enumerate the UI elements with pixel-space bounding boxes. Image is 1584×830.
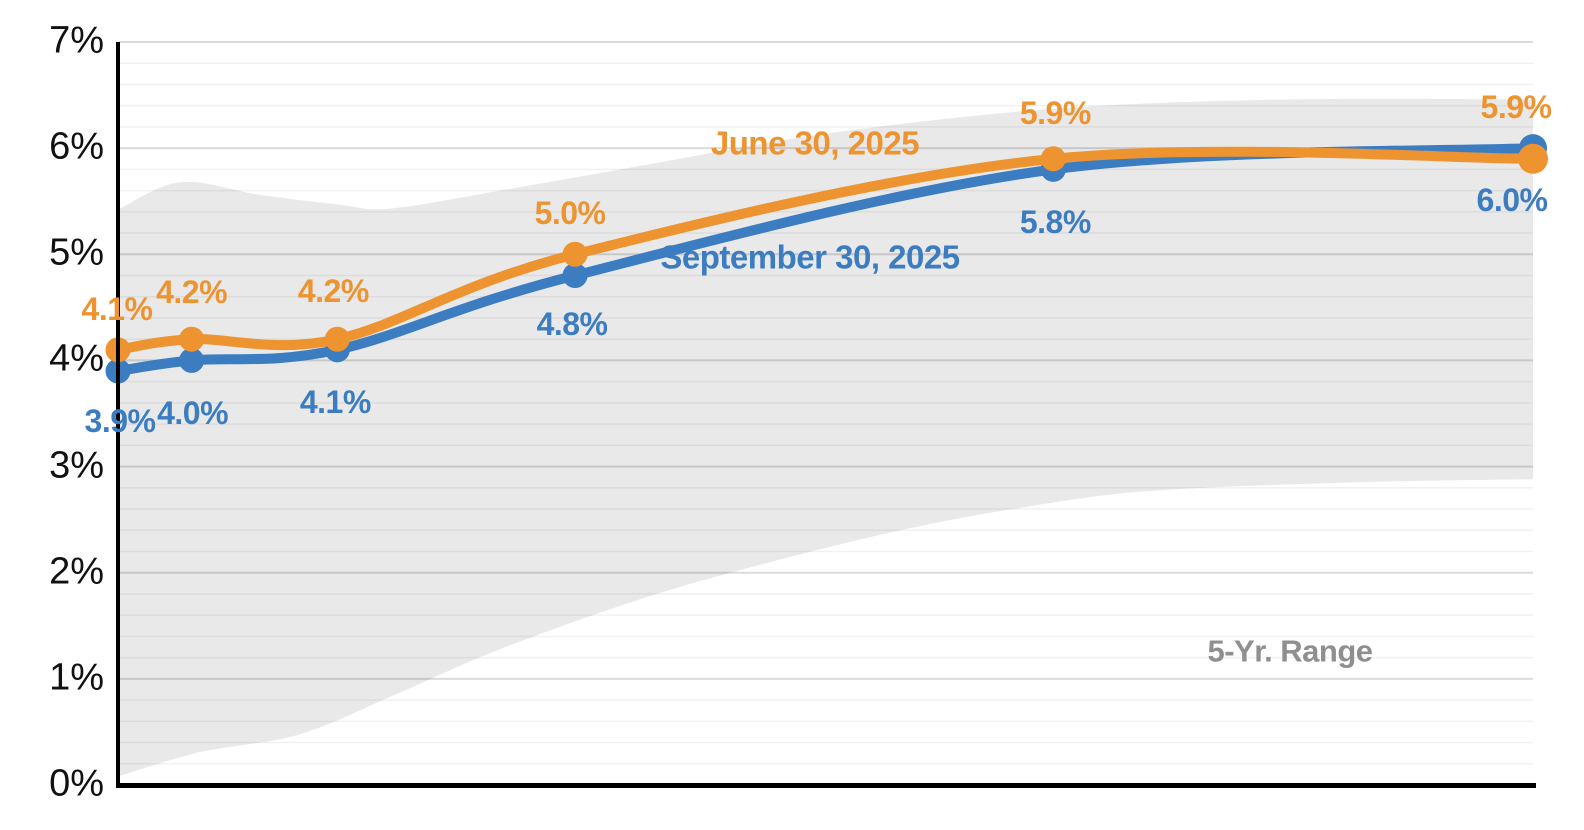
five-year-range-band	[118, 98, 1533, 777]
data-point-marker	[1518, 143, 1548, 174]
data-point-marker	[1040, 146, 1066, 172]
data-point-marker	[562, 241, 588, 267]
data-point-marker	[179, 347, 205, 373]
data-point-marker	[324, 326, 350, 352]
axes	[116, 42, 1536, 788]
series-line-june	[113, 146, 1538, 355]
data-point-marker	[179, 326, 205, 352]
major-gridlines	[118, 41, 1533, 680]
data-point-marker	[562, 263, 588, 289]
